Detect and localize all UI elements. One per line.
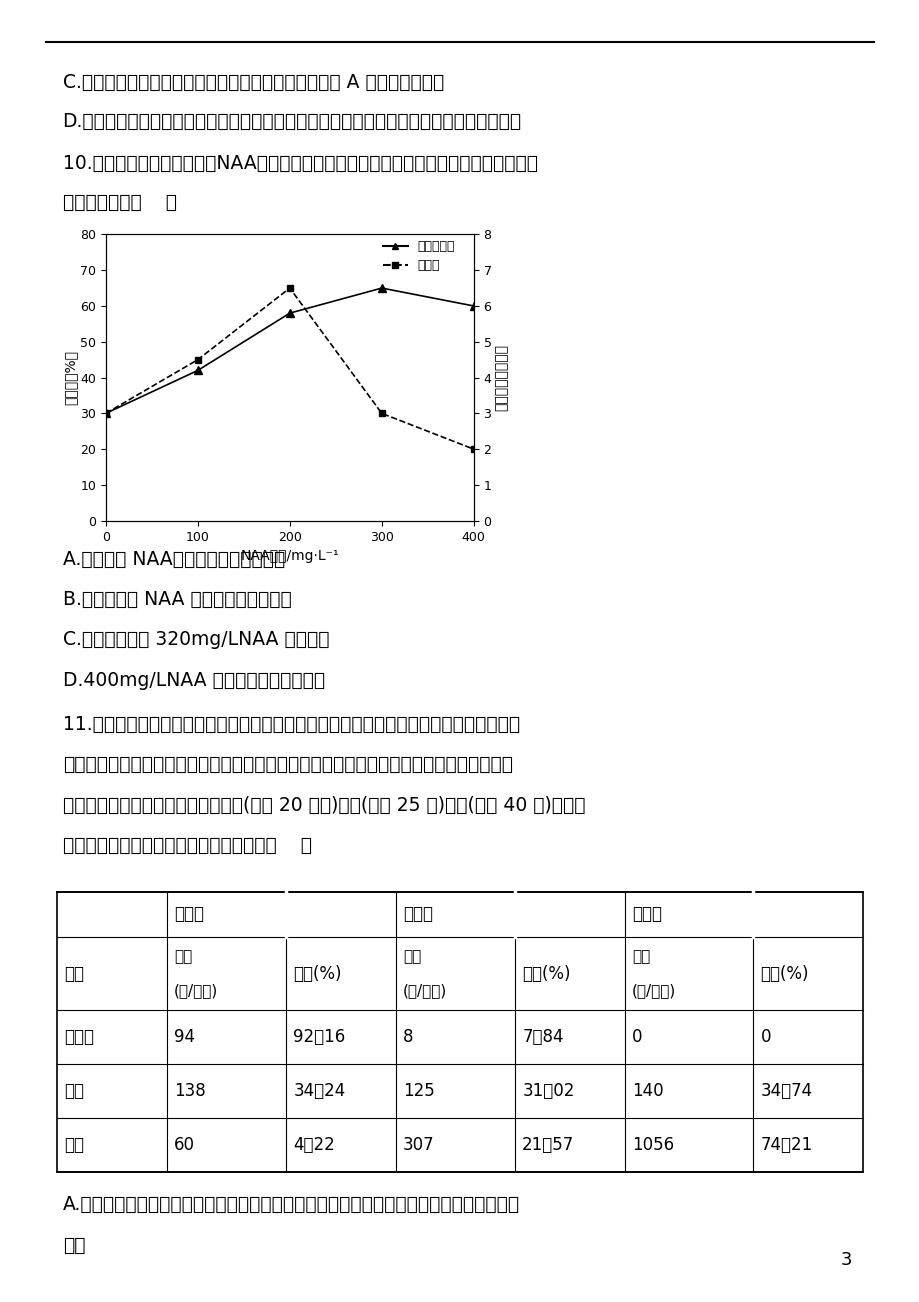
Text: 密度: 密度 xyxy=(631,949,650,965)
Y-axis label: 平均生根数（个）: 平均生根数（个） xyxy=(494,344,508,411)
Text: (株/公顷): (株/公顷) xyxy=(403,983,447,999)
平均生根数 xyxy=(100,406,111,422)
Text: 占比(%): 占比(%) xyxy=(522,965,570,983)
Text: 138: 138 xyxy=(174,1082,206,1100)
Text: 老年树: 老年树 xyxy=(174,905,204,923)
Text: (株/公顷): (株/公顷) xyxy=(631,983,675,999)
平均生根数 xyxy=(192,363,203,379)
Y-axis label: 生根率（%）: 生根率（%） xyxy=(63,350,77,405)
Text: 125: 125 xyxy=(403,1082,435,1100)
Text: (株/公顷): (株/公顷) xyxy=(174,983,218,999)
Text: C.生产上应优选 320mg/LNAA 处理插条: C.生产上应优选 320mg/LNAA 处理插条 xyxy=(62,630,329,650)
生根率 xyxy=(192,352,203,367)
Text: 叙述正确的是（    ）: 叙述正确的是（ ） xyxy=(62,193,176,212)
Text: 白桦: 白桦 xyxy=(64,1082,85,1100)
Text: 34．74: 34．74 xyxy=(760,1082,811,1100)
Text: 占比(%): 占比(%) xyxy=(760,965,808,983)
Text: B.不同浓度的 NAA 均提高了插条生根率: B.不同浓度的 NAA 均提高了插条生根率 xyxy=(62,590,291,609)
Text: 10.研究小组探究了萘乙酸（NAA）对某果树扦插枝条生根的影响，结果如下图。下列相关: 10.研究小组探究了萘乙酸（NAA）对某果树扦插枝条生根的影响，结果如下图。下列… xyxy=(62,154,537,173)
Text: 21．57: 21．57 xyxy=(522,1135,573,1154)
平均生根数 xyxy=(376,280,387,296)
Text: 成年树: 成年树 xyxy=(403,905,433,923)
Text: 34．24: 34．24 xyxy=(293,1082,346,1100)
Text: 0: 0 xyxy=(631,1029,641,1047)
Text: 胡桃楸: 胡桃楸 xyxy=(64,1029,95,1047)
Text: 31．02: 31．02 xyxy=(522,1082,574,1100)
生根率 xyxy=(284,280,295,296)
Text: 红松: 红松 xyxy=(64,1135,85,1154)
Text: 11.长白山红松阔叶混交林是以红松为主的针阔叶混交林，群落外貌雄伟壮丽，不仅物种种: 11.长白山红松阔叶混交林是以红松为主的针阔叶混交林，群落外貌雄伟壮丽，不仅物种… xyxy=(62,715,519,734)
Text: 树种: 树种 xyxy=(64,965,85,983)
Text: 类繁多，而且营养结构复杂。某科研团队以其中的乔木作为研究对象，开展了多个样地种群: 类繁多，而且营养结构复杂。某科研团队以其中的乔木作为研究对象，开展了多个样地种群 xyxy=(62,755,512,775)
生根率 xyxy=(100,406,111,422)
平均生根数 xyxy=(468,298,479,314)
Text: A.该生态系统中胡桃楸种群、白桦种群和红松种群的年龄结构分别属于衰退型、稳定型和增: A.该生态系统中胡桃楸种群、白桦种群和红松种群的年龄结构分别属于衰退型、稳定型和… xyxy=(62,1195,519,1215)
Text: 92．16: 92．16 xyxy=(293,1029,346,1047)
Text: 74．21: 74．21 xyxy=(760,1135,812,1154)
Text: 密度: 密度 xyxy=(174,949,192,965)
Text: 1056: 1056 xyxy=(631,1135,674,1154)
Text: D.400mg/LNAA 具有增加生根数的效应: D.400mg/LNAA 具有增加生根数的效应 xyxy=(62,671,324,690)
Text: 8: 8 xyxy=(403,1029,413,1047)
Text: 木的调查结果如下表。下列叙述错误的是（    ）: 木的调查结果如下表。下列叙述错误的是（ ） xyxy=(62,836,312,855)
Text: C.检测还原糖所用的试剂甲液和检测蛋白质所用的试剂 A 液成分完全相同: C.检测还原糖所用的试剂甲液和检测蛋白质所用的试剂 A 液成分完全相同 xyxy=(62,73,443,92)
Text: 307: 307 xyxy=(403,1135,434,1154)
Text: A.自变量是 NAA，因变量是平均生根数: A.自变量是 NAA，因变量是平均生根数 xyxy=(62,549,285,569)
Text: 长型: 长型 xyxy=(62,1236,85,1255)
Text: D.调查人类遗传病最好选择红绿色盲、白化病、原发性高血压等发病率较高的单基因遗传病: D.调查人类遗传病最好选择红绿色盲、白化病、原发性高血压等发病率较高的单基因遗传… xyxy=(62,112,521,132)
Text: 密度: 密度 xyxy=(403,949,421,965)
Text: 4．22: 4．22 xyxy=(293,1135,335,1154)
Text: 0: 0 xyxy=(760,1029,770,1047)
Text: 幼年树: 幼年树 xyxy=(631,905,661,923)
Line: 生根率: 生根率 xyxy=(102,285,477,453)
Text: 密度和年龄结构的调查，其中胡桃楸(高达 20 余米)白桦(高达 25 米)红松(高达 40 米)三种乔: 密度和年龄结构的调查，其中胡桃楸(高达 20 余米)白桦(高达 25 米)红松(… xyxy=(62,796,584,815)
Text: 140: 140 xyxy=(631,1082,663,1100)
生根率 xyxy=(376,406,387,422)
Text: 占比(%): 占比(%) xyxy=(293,965,342,983)
Text: 60: 60 xyxy=(174,1135,195,1154)
Text: 3: 3 xyxy=(840,1251,851,1269)
Text: 7．84: 7．84 xyxy=(522,1029,563,1047)
Text: 94: 94 xyxy=(174,1029,195,1047)
Legend: 平均生根数, 生根率: 平均生根数, 生根率 xyxy=(378,234,460,277)
生根率 xyxy=(468,441,479,457)
Line: 平均生根数: 平均生根数 xyxy=(102,284,477,417)
X-axis label: NAA浓度/mg·L⁻¹: NAA浓度/mg·L⁻¹ xyxy=(240,549,339,562)
平均生根数 xyxy=(284,306,295,322)
